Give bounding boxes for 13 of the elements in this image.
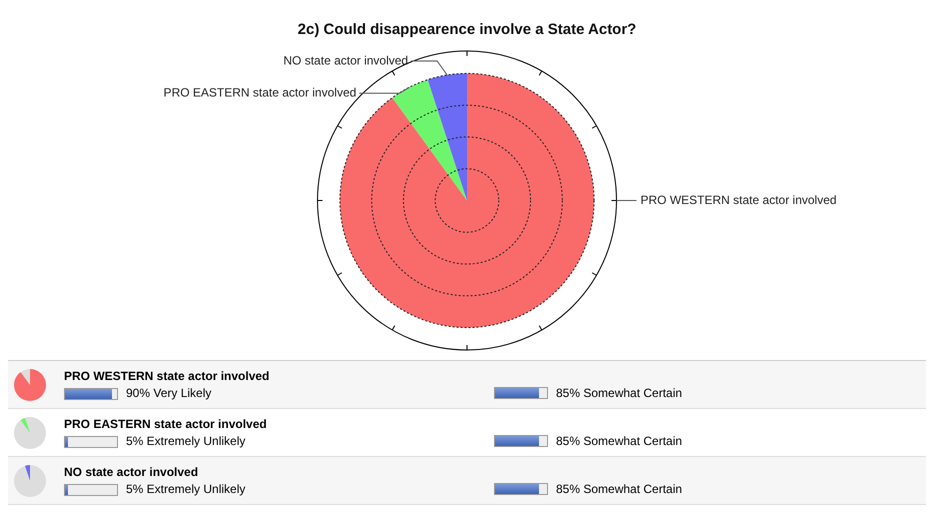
slice-label: PRO EASTERN state actor involved [164,86,356,100]
category-label: PRO WESTERN state actor involved [64,369,270,383]
text: 85% Somewhat Certain [556,386,682,400]
slice-label: PRO WESTERN state actor involved [640,192,837,207]
text: 90% Very Likely [126,386,212,400]
text: 5% Extremely Unlikely [126,482,246,496]
text: 85% Somewhat Certain [556,482,682,496]
chart-title: 2c) Could disappearence involve a State Actor? [298,21,636,38]
slice-label: NO state actor involved [283,53,408,68]
text: 85% Somewhat Certain [556,434,682,448]
text: 5% Extremely Unlikely [126,434,246,448]
category-label: NO state actor involved [64,465,198,479]
category-label: PRO EASTERN state actor involved [64,417,267,431]
